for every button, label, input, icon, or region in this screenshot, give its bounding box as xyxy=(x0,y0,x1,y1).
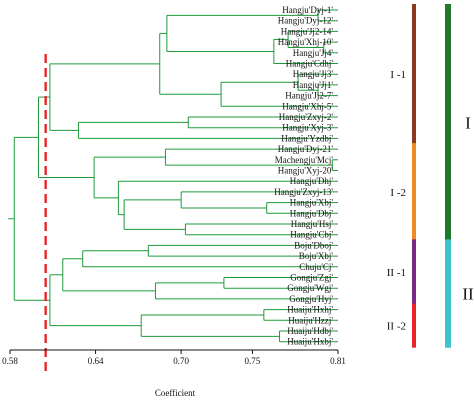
x-tick-label: 0.70 xyxy=(173,356,189,366)
cluster-label: I xyxy=(465,113,471,132)
x-axis-title: Coefficient xyxy=(155,388,196,398)
leaf-label: Hangju'Cbj' xyxy=(290,230,333,240)
leaf-label: Hangju'Xhj-5' xyxy=(282,101,333,111)
cluster-label: II -2 xyxy=(387,321,406,333)
leaf-labels: Hangju'Dyj-1'Hangju'Dyj-12'Hangju'Jj2-14… xyxy=(274,5,333,347)
cluster-label: II -1 xyxy=(387,267,406,279)
leaf-label: Boju'Xbj' xyxy=(299,251,334,261)
leaf-label: Hangju'Jj2-7' xyxy=(285,91,333,101)
leaf-label: Hangju'Zxyj-13' xyxy=(274,187,333,197)
leaf-label: Chuju'Cj' xyxy=(299,262,333,272)
leaf-label: Hangju'Dbj' xyxy=(290,208,334,218)
cluster-label: II xyxy=(462,285,474,304)
x-tick-label: 0.81 xyxy=(330,356,346,366)
leaf-label: Hangju'Xhj-10' xyxy=(278,37,334,47)
cluster-bar xyxy=(445,4,451,241)
leaf-label: Hangju'Xbj' xyxy=(290,198,334,208)
x-tick-label: 0.58 xyxy=(2,356,18,366)
leaf-label: Hangju'Dyj-21' xyxy=(278,144,334,154)
leaf-label: Gongju'Hyj' xyxy=(289,294,333,304)
leaf-label: Hangju'Dhj' xyxy=(290,176,334,186)
cluster-label: I -2 xyxy=(390,187,406,199)
leaf-label: Boju'Dboj' xyxy=(294,240,333,250)
cluster-bar xyxy=(445,239,451,348)
leaf-label: Hangju'Xyj-3' xyxy=(282,123,333,133)
leaf-label: Hangju'Jj2-14' xyxy=(281,26,334,36)
leaf-label: Gongju'Zgj' xyxy=(290,273,333,283)
leaf-label: Hangju'Yzdbj' xyxy=(281,133,333,143)
leaf-label: Huaiju'Hxhj' xyxy=(287,305,333,315)
leaf-label: Huaiju'Hxbj' xyxy=(287,337,333,347)
cluster-label: I -1 xyxy=(390,69,406,81)
leaf-label: Huaiju'Hdbj' xyxy=(287,326,333,336)
leaf-label: Hangju'Xyj-20' xyxy=(278,166,334,176)
cluster-bar xyxy=(412,303,416,348)
leaf-label: Hangju'Cdhj' xyxy=(286,59,334,69)
leaf-label: Machengju'Mcj' xyxy=(275,155,334,165)
leaf-label: Hangju'Hsj' xyxy=(291,219,334,229)
cluster-bar xyxy=(412,143,416,241)
x-tick-label: 0.64 xyxy=(88,356,104,366)
leaf-label: Gongju'Wgj' xyxy=(287,283,333,293)
cluster-bar xyxy=(412,239,416,305)
leaf-label: Hangju'Jj1' xyxy=(293,80,334,90)
leaf-label: Hangju'Dyj-12' xyxy=(278,16,334,26)
leaf-label: Hangju'Dyj-1' xyxy=(282,5,333,15)
leaf-label: Hangju'Jj3' xyxy=(293,69,334,79)
leaf-label: Hangju'Zxyj-2' xyxy=(279,112,334,122)
x-tick-label: 0.75 xyxy=(245,356,261,366)
leaf-label: Hangju'Jj4' xyxy=(293,48,334,58)
dendrogram-branches xyxy=(8,9,338,343)
x-axis: 0.58 0.64 0.70 0.75 0.81 xyxy=(2,349,346,366)
leaf-label: Huaiju'Hzzj' xyxy=(288,315,333,325)
cluster-bar xyxy=(412,4,416,145)
